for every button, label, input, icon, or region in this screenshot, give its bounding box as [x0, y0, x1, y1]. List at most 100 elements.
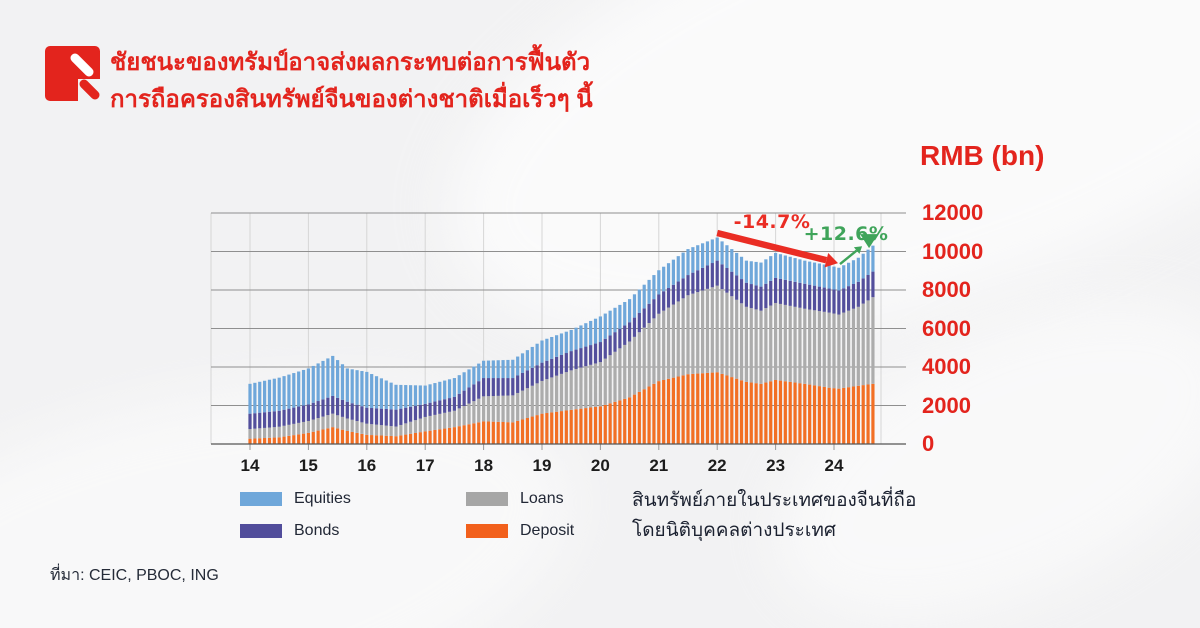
bar-segment-deposit	[423, 431, 427, 444]
bar-segment-deposit	[744, 381, 748, 444]
bar-segment-loans	[530, 385, 534, 417]
bar-segment-bonds	[808, 284, 812, 310]
bar-segment-deposit	[520, 419, 525, 444]
bar-segment-equities	[267, 379, 272, 412]
bar-segment-equities	[535, 343, 539, 366]
annotation-arrow-head	[824, 253, 838, 268]
bar-segment-deposit	[715, 372, 719, 444]
bar-segment-loans	[345, 418, 349, 431]
bar-segment-loans	[871, 297, 875, 384]
bar-segment-loans	[593, 363, 598, 407]
bar-segment-deposit	[511, 422, 515, 444]
bar-segment-equities	[311, 365, 315, 403]
bar-segment-loans	[433, 414, 437, 430]
bar-segment-loans	[520, 390, 525, 420]
bar-segment-bonds	[287, 408, 291, 425]
bar-segment-deposit	[477, 422, 481, 444]
bar-segment-bonds	[486, 378, 491, 397]
bar-segment-equities	[666, 263, 671, 289]
bar-segment-equities	[525, 350, 529, 371]
bar-segment-bonds	[739, 279, 744, 304]
bar-segment-deposit	[350, 431, 354, 444]
bar-segment-bonds	[462, 390, 466, 406]
bar-segment-loans	[462, 405, 466, 426]
bar-segment-bonds	[832, 289, 836, 314]
bar-segment-loans	[365, 423, 369, 435]
bar-segment-deposit	[720, 373, 724, 444]
bar-segment-bonds	[345, 401, 349, 419]
bar-segment-loans	[774, 302, 778, 380]
brand-logo-icon	[45, 46, 100, 101]
bar-segment-equities	[579, 325, 583, 349]
bar-segment-equities	[589, 320, 593, 346]
bar-segment-bonds	[272, 411, 276, 428]
bar-segment-equities	[842, 265, 846, 289]
bar-segment-bonds	[321, 399, 325, 417]
bar-segment-bonds	[394, 409, 398, 427]
bar-segment-bonds	[545, 360, 549, 380]
bar-segment-bonds	[613, 332, 617, 352]
bar-segment-deposit	[409, 433, 413, 444]
bar-segment-loans	[413, 420, 418, 433]
bar-segment-bonds	[311, 402, 315, 420]
bar-segment-equities	[715, 237, 719, 261]
bar-segment-bonds	[511, 378, 515, 396]
bar-segment-loans	[496, 395, 500, 422]
bar-segment-bonds	[263, 412, 267, 428]
bar-segment-loans	[623, 344, 627, 399]
y-tick-label: 6000	[922, 315, 971, 341]
bar-segment-bonds	[837, 290, 841, 315]
annotation-arrow-line	[716, 229, 828, 264]
bar-segment-loans	[676, 301, 680, 377]
bar-segment-loans	[608, 355, 612, 404]
bar-segment-deposit	[613, 401, 617, 444]
title-line-1: ชัยชนะของทรัมป์อาจส่งผลกระทบต่อการฟื้นตั…	[110, 49, 591, 76]
bar-segment-loans	[754, 309, 758, 384]
bar-segment-bonds	[701, 267, 705, 291]
bar-segment-bonds	[282, 409, 286, 426]
bar-segment-loans	[457, 408, 461, 427]
bar-segment-equities	[730, 249, 734, 272]
bar-segment-bonds	[798, 282, 802, 308]
bar-segment-equities	[623, 302, 627, 326]
bar-segment-loans	[550, 377, 554, 413]
chart-note-line-1: สินทรัพย์ภายในประเทศของจีนที่ถือ	[632, 490, 917, 511]
bar-segment-loans	[272, 427, 276, 438]
bar-segment-deposit	[856, 385, 860, 444]
bar-segment-bonds	[847, 286, 851, 311]
x-tick-label: 22	[707, 456, 727, 475]
x-tick-label: 24	[824, 456, 844, 475]
bar-segment-deposit	[447, 427, 452, 444]
bar-segment-loans	[564, 372, 568, 411]
bar-segment-deposit	[555, 411, 559, 444]
bar-segment-loans	[778, 303, 783, 381]
bar-segment-bonds	[360, 406, 364, 423]
bar-segment-loans	[326, 415, 330, 429]
bar-segment-loans	[632, 336, 637, 395]
bar-segment-deposit	[569, 409, 573, 444]
bar-segment-deposit	[632, 394, 637, 444]
bar-segment-equities	[851, 260, 856, 284]
bar-segment-deposit	[871, 383, 875, 444]
legend-label: Equities	[294, 490, 351, 507]
bar-segment-loans	[263, 427, 267, 439]
bar-segment-deposit	[623, 398, 627, 444]
bar-segment-equities	[603, 313, 607, 339]
bar-segment-equities	[365, 371, 369, 408]
bar-segment-bonds	[413, 405, 418, 421]
bar-segment-loans	[404, 423, 408, 435]
y-axis-title: RMB (bn)	[920, 140, 1045, 171]
bar-segment-equities	[774, 252, 778, 278]
bar-segment-bonds	[535, 365, 539, 384]
bar-segment-deposit	[418, 432, 422, 444]
bar-segment-deposit	[749, 382, 753, 444]
bar-segment-bonds	[301, 405, 306, 422]
bar-segment-equities	[861, 253, 865, 279]
bar-segment-loans	[832, 313, 836, 389]
bar-segment-bonds	[443, 399, 447, 413]
legend-column: Loans Deposit	[466, 489, 574, 553]
bar-segment-deposit	[691, 373, 695, 444]
bar-segment-deposit	[326, 428, 330, 444]
bar-segment-bonds	[350, 403, 354, 420]
bar-segment-loans	[350, 419, 354, 432]
